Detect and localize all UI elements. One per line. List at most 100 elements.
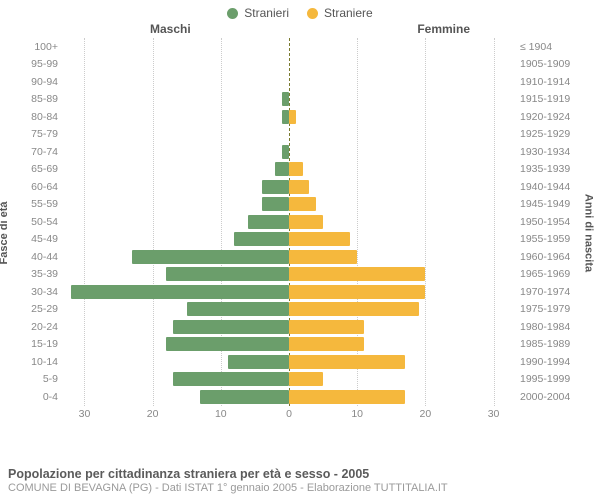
age-label: 80-84 — [31, 111, 64, 123]
bar-male — [282, 145, 289, 159]
age-label: 90-94 — [31, 76, 64, 88]
legend: Stranieri Straniere — [0, 0, 600, 22]
bar-male — [282, 110, 289, 124]
bar-female — [289, 162, 303, 176]
y-axis-right-title: Anni di nascita — [582, 194, 594, 272]
birth-label: 1920-1924 — [514, 111, 570, 123]
age-row: 30-341970-1974 — [64, 283, 514, 301]
age-row: 35-391965-1969 — [64, 266, 514, 284]
age-label: 40-44 — [31, 251, 64, 263]
bar-male — [282, 92, 289, 106]
age-row: 45-491955-1959 — [64, 231, 514, 249]
bar-male — [262, 180, 289, 194]
x-axis: 3020100102030 — [64, 408, 514, 422]
age-row: 25-291975-1979 — [64, 301, 514, 319]
age-label: 5-9 — [43, 373, 64, 385]
chart-container: Stranieri Straniere Maschi Femmine Fasce… — [0, 0, 600, 500]
age-label: 0-4 — [43, 391, 64, 403]
chart: Fasce di età Anni di nascita 100+≤ 19049… — [16, 38, 576, 428]
age-label: 35-39 — [31, 268, 64, 280]
bar-male — [173, 372, 289, 386]
birth-label: 1980-1984 — [514, 321, 570, 333]
age-label: 60-64 — [31, 181, 64, 193]
age-row: 95-991905-1909 — [64, 56, 514, 74]
x-tick: 30 — [488, 408, 500, 420]
age-label: 10-14 — [31, 356, 64, 368]
bar-female — [289, 372, 323, 386]
birth-label: 1990-1994 — [514, 356, 570, 368]
age-label: 15-19 — [31, 338, 64, 350]
age-row: 85-891915-1919 — [64, 91, 514, 109]
age-row: 20-241980-1984 — [64, 318, 514, 336]
bar-female — [289, 215, 323, 229]
x-tick: 20 — [420, 408, 432, 420]
age-row: 0-42000-2004 — [64, 388, 514, 406]
legend-item-male: Stranieri — [227, 6, 289, 20]
age-row: 50-541950-1954 — [64, 213, 514, 231]
y-axis-left-title: Fasce di età — [0, 202, 10, 265]
bar-female — [289, 197, 316, 211]
bar-male — [228, 355, 289, 369]
chart-title: Popolazione per cittadinanza straniera p… — [8, 467, 448, 481]
birth-label: 1995-1999 — [514, 373, 570, 385]
age-label: 95-99 — [31, 58, 64, 70]
age-label: 55-59 — [31, 198, 64, 210]
age-label: 75-79 — [31, 128, 64, 140]
birth-label: ≤ 1904 — [514, 41, 552, 53]
bar-male — [166, 337, 289, 351]
age-row: 90-941910-1914 — [64, 73, 514, 91]
legend-label-female: Straniere — [324, 6, 373, 20]
age-row: 70-741930-1934 — [64, 143, 514, 161]
birth-label: 1930-1934 — [514, 146, 570, 158]
bar-male — [173, 320, 289, 334]
birth-label: 1975-1979 — [514, 303, 570, 315]
birth-label: 1935-1939 — [514, 163, 570, 175]
legend-swatch-female — [307, 8, 318, 19]
legend-label-male: Stranieri — [244, 6, 289, 20]
bar-female — [289, 320, 364, 334]
legend-swatch-male — [227, 8, 238, 19]
birth-label: 1905-1909 — [514, 58, 570, 70]
age-row: 55-591945-1949 — [64, 196, 514, 214]
bar-female — [289, 390, 405, 404]
age-label: 100+ — [34, 41, 64, 53]
bar-male — [275, 162, 289, 176]
legend-item-female: Straniere — [307, 6, 373, 20]
birth-label: 1965-1969 — [514, 268, 570, 280]
bar-male — [262, 197, 289, 211]
age-row: 60-641940-1944 — [64, 178, 514, 196]
age-row: 100+≤ 1904 — [64, 38, 514, 56]
birth-label: 1950-1954 — [514, 216, 570, 228]
bar-male — [187, 302, 289, 316]
bar-male — [200, 390, 289, 404]
age-label: 50-54 — [31, 216, 64, 228]
plot-area: 100+≤ 190495-991905-190990-941910-191485… — [64, 38, 514, 406]
column-headers: Maschi Femmine — [0, 22, 600, 38]
age-row: 80-841920-1924 — [64, 108, 514, 126]
x-tick: 10 — [215, 408, 227, 420]
age-row: 65-691935-1939 — [64, 161, 514, 179]
x-tick: 0 — [286, 408, 292, 420]
birth-label: 1945-1949 — [514, 198, 570, 210]
age-label: 70-74 — [31, 146, 64, 158]
bar-female — [289, 285, 425, 299]
x-tick: 10 — [351, 408, 363, 420]
bar-female — [289, 250, 357, 264]
birth-label: 1970-1974 — [514, 286, 570, 298]
column-header-male: Maschi — [150, 22, 191, 36]
age-row: 40-441960-1964 — [64, 248, 514, 266]
birth-label: 1915-1919 — [514, 93, 570, 105]
bar-female — [289, 337, 364, 351]
birth-label: 1955-1959 — [514, 233, 570, 245]
bar-female — [289, 110, 296, 124]
age-label: 30-34 — [31, 286, 64, 298]
birth-label: 1910-1914 — [514, 76, 570, 88]
column-header-female: Femmine — [417, 22, 470, 36]
birth-label: 1960-1964 — [514, 251, 570, 263]
bar-male — [132, 250, 289, 264]
age-row: 15-191985-1989 — [64, 336, 514, 354]
age-label: 20-24 — [31, 321, 64, 333]
bar-female — [289, 232, 350, 246]
birth-label: 2000-2004 — [514, 391, 570, 403]
age-row: 5-91995-1999 — [64, 371, 514, 389]
